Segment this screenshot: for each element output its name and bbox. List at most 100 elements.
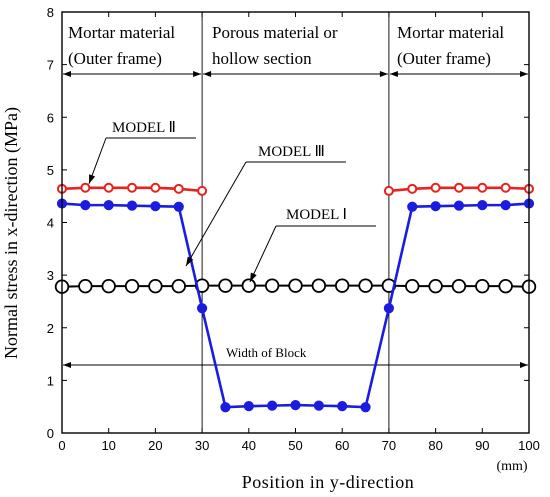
series-1-point-55 xyxy=(311,278,327,293)
series-1-point-95 xyxy=(498,278,513,294)
region-right-span-arrow-head-end xyxy=(520,71,528,77)
region-left-span-arrow-head-end xyxy=(193,71,202,77)
region-right-span-arrow xyxy=(389,71,528,77)
x-tick-label-60: 60 xyxy=(335,438,349,453)
x-tick-label-0: 0 xyxy=(58,438,65,453)
series-3 xyxy=(56,198,535,413)
series-3-point-50 xyxy=(290,400,301,411)
y-tick-label-3: 3 xyxy=(47,268,54,283)
x-tick-label-30: 30 xyxy=(195,438,209,453)
series-2-point-90 xyxy=(477,182,488,193)
series-3-line-1 xyxy=(61,202,530,409)
series-2-point-95 xyxy=(500,182,511,193)
series-1-point-45 xyxy=(264,278,280,293)
series-2-point-85 xyxy=(453,182,464,193)
y-tick-label-0: 0 xyxy=(47,426,54,441)
x-tick-label-70: 70 xyxy=(382,438,396,453)
model-3-leader-head xyxy=(186,256,194,266)
label-model-2: MODEL Ⅱ xyxy=(112,120,176,136)
series-1-point-85 xyxy=(451,278,467,294)
y-tick-label-7: 7 xyxy=(47,58,54,73)
x-tick-label-20: 20 xyxy=(148,438,162,453)
series-3-point-20 xyxy=(150,201,161,212)
series-2-point-70 xyxy=(383,185,394,196)
width-of-block-label: Width of Block xyxy=(226,345,307,360)
label-model-1: MODEL Ⅰ xyxy=(286,207,347,223)
y-tick-label-6: 6 xyxy=(47,110,54,125)
series-3-point-65 xyxy=(360,402,371,413)
model-1-leader xyxy=(249,225,277,283)
axes-layer: 0 10 20 30 40 50 60 70 80 90 100 0 1 2 3 4 5 6 7 8 xyxy=(47,5,540,453)
series-1-point-25 xyxy=(171,278,186,294)
series-1-point-20 xyxy=(148,278,163,294)
series-1-point-5 xyxy=(78,278,93,294)
series-3-point-15 xyxy=(126,200,138,211)
model-3-leader xyxy=(185,161,247,267)
series-3-point-70 xyxy=(383,303,394,314)
series-1-point-80 xyxy=(428,278,443,294)
x-tick-label-10: 10 xyxy=(101,438,115,453)
region-left-line1: Mortar material xyxy=(68,23,175,42)
y-tick-label-4: 4 xyxy=(47,216,54,231)
region-middle-span-arrow-head-end xyxy=(379,71,388,77)
model-2-leader xyxy=(88,137,107,184)
region-middle-span-arrow xyxy=(203,71,388,77)
series-3-point-35 xyxy=(220,402,231,413)
y-axis-title: Normal stress in x-direction (MPa) xyxy=(1,107,22,359)
series-3-point-75 xyxy=(407,201,418,212)
series-3-point-10 xyxy=(103,200,114,211)
model-3-leader-line xyxy=(185,161,247,267)
y-tick-label-5: 5 xyxy=(47,163,54,178)
series-2-point-15 xyxy=(127,182,138,193)
x-tick-label-100: 100 xyxy=(518,438,540,453)
series-3-point-25 xyxy=(173,201,184,212)
series-2-point-25 xyxy=(173,183,184,194)
series-1-point-65 xyxy=(358,278,373,293)
x-axis-title: Position in y-direction xyxy=(242,472,415,492)
series-3-point-30 xyxy=(197,303,208,314)
series-1-point-40 xyxy=(241,278,257,293)
model-1-leader-head xyxy=(250,272,257,282)
series-3-point-55 xyxy=(313,400,324,411)
region-layer xyxy=(63,12,528,433)
series-2-point-20 xyxy=(150,182,161,193)
series-3-point-60 xyxy=(337,401,348,412)
series-3-point-80 xyxy=(430,201,441,212)
width-of-block-arrow-head-start xyxy=(63,362,71,368)
region-left-span-arrow-head-start xyxy=(63,71,71,77)
series-3-point-90 xyxy=(477,200,488,211)
label-model-3: MODEL Ⅲ xyxy=(258,144,325,160)
series-1 xyxy=(54,278,537,294)
series-1-point-90 xyxy=(475,278,490,294)
series-3-point-95 xyxy=(500,200,511,211)
series-3-point-40 xyxy=(243,401,254,412)
series-3-point-85 xyxy=(453,200,465,211)
width-of-block-arrow-head-end xyxy=(520,362,528,368)
series-3-point-5 xyxy=(80,200,91,211)
series-1-point-60 xyxy=(335,278,350,293)
series-2-point-80 xyxy=(430,182,441,193)
series-2-point-10 xyxy=(103,182,114,193)
region-right-line2: (Outer frame) xyxy=(397,49,491,68)
series-1-point-35 xyxy=(218,278,233,293)
series-3-point-45 xyxy=(267,400,278,411)
series-2-point-75 xyxy=(407,183,418,194)
region-middle-line1: Porous material or xyxy=(212,23,338,42)
region-middle-span-arrow-head-start xyxy=(203,71,212,77)
y-tick-label-8: 8 xyxy=(47,5,54,20)
model-1-leader-line xyxy=(249,225,277,283)
series-1-point-15 xyxy=(124,278,140,294)
x-tick-label-40: 40 xyxy=(242,438,256,453)
region-right-span-arrow-head-start xyxy=(389,71,398,77)
y-tick-label-1: 1 xyxy=(47,373,54,388)
x-tick-label-50: 50 xyxy=(288,438,302,453)
y-tick-label-2: 2 xyxy=(47,321,54,336)
region-middle-line2: hollow section xyxy=(212,49,312,68)
series-2-point-5 xyxy=(80,182,91,193)
series-2 xyxy=(57,182,534,196)
series-2-point-30 xyxy=(197,185,208,196)
x-axis-unit: (mm) xyxy=(496,459,527,474)
annotation-layer: Mortar material (Outer frame) Porous mat… xyxy=(1,23,528,492)
x-tick-label-90: 90 xyxy=(475,438,489,453)
